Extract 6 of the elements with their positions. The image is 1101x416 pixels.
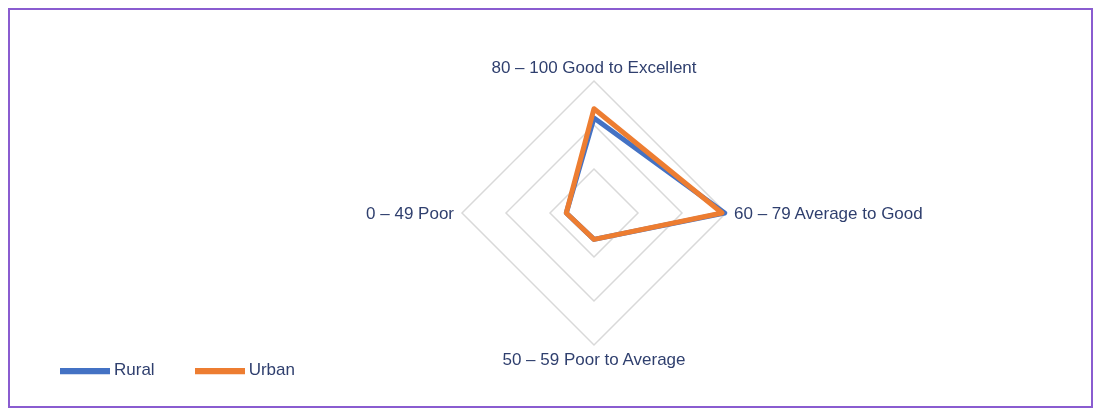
legend-label: Rural: [114, 360, 155, 380]
spoke-label: 50 – 59 Poor to Average: [502, 350, 686, 370]
legend-label: Urban: [248, 360, 295, 380]
spoke-label: 0 – 49 Poor: [366, 204, 455, 224]
spoke-label: 80 – 100 Good to Excellent: [491, 58, 697, 77]
spoke-label: 60 – 79 Average to Good: [734, 204, 923, 224]
